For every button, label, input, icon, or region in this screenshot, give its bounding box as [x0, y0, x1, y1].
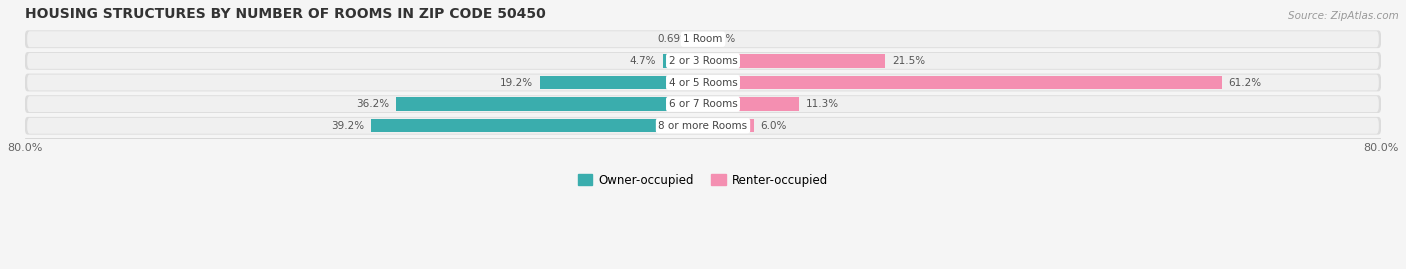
Text: 39.2%: 39.2% [330, 121, 364, 131]
Text: 6 or 7 Rooms: 6 or 7 Rooms [669, 99, 737, 109]
FancyBboxPatch shape [27, 96, 1379, 112]
Text: HOUSING STRUCTURES BY NUMBER OF ROOMS IN ZIP CODE 50450: HOUSING STRUCTURES BY NUMBER OF ROOMS IN… [25, 7, 546, 21]
Bar [703, 76, 1222, 89]
Bar [703, 54, 886, 68]
Bar [697, 33, 703, 46]
FancyBboxPatch shape [25, 95, 1381, 113]
Text: 36.2%: 36.2% [356, 99, 389, 109]
Bar [703, 97, 799, 111]
FancyBboxPatch shape [25, 30, 1381, 48]
Legend: Owner-occupied, Renter-occupied: Owner-occupied, Renter-occupied [574, 169, 832, 191]
Bar [540, 76, 703, 89]
FancyBboxPatch shape [27, 75, 1379, 90]
FancyBboxPatch shape [27, 31, 1379, 47]
Text: 4 or 5 Rooms: 4 or 5 Rooms [669, 77, 737, 87]
Text: 21.5%: 21.5% [891, 56, 925, 66]
Text: 61.2%: 61.2% [1229, 77, 1261, 87]
FancyBboxPatch shape [27, 53, 1379, 69]
Text: 4.7%: 4.7% [630, 56, 657, 66]
Text: 6.0%: 6.0% [761, 121, 787, 131]
Text: 11.3%: 11.3% [806, 99, 839, 109]
Text: 8 or more Rooms: 8 or more Rooms [658, 121, 748, 131]
Bar [703, 119, 754, 132]
Bar [664, 54, 703, 68]
Text: Source: ZipAtlas.com: Source: ZipAtlas.com [1288, 11, 1399, 21]
Bar [396, 97, 703, 111]
FancyBboxPatch shape [27, 118, 1379, 134]
Text: 0.69%: 0.69% [658, 34, 690, 44]
FancyBboxPatch shape [25, 117, 1381, 134]
FancyBboxPatch shape [25, 74, 1381, 91]
Text: 1 Room: 1 Room [683, 34, 723, 44]
Text: 0.0%: 0.0% [710, 34, 735, 44]
Bar [371, 119, 703, 132]
Text: 19.2%: 19.2% [501, 77, 533, 87]
FancyBboxPatch shape [25, 52, 1381, 70]
Text: 2 or 3 Rooms: 2 or 3 Rooms [669, 56, 737, 66]
